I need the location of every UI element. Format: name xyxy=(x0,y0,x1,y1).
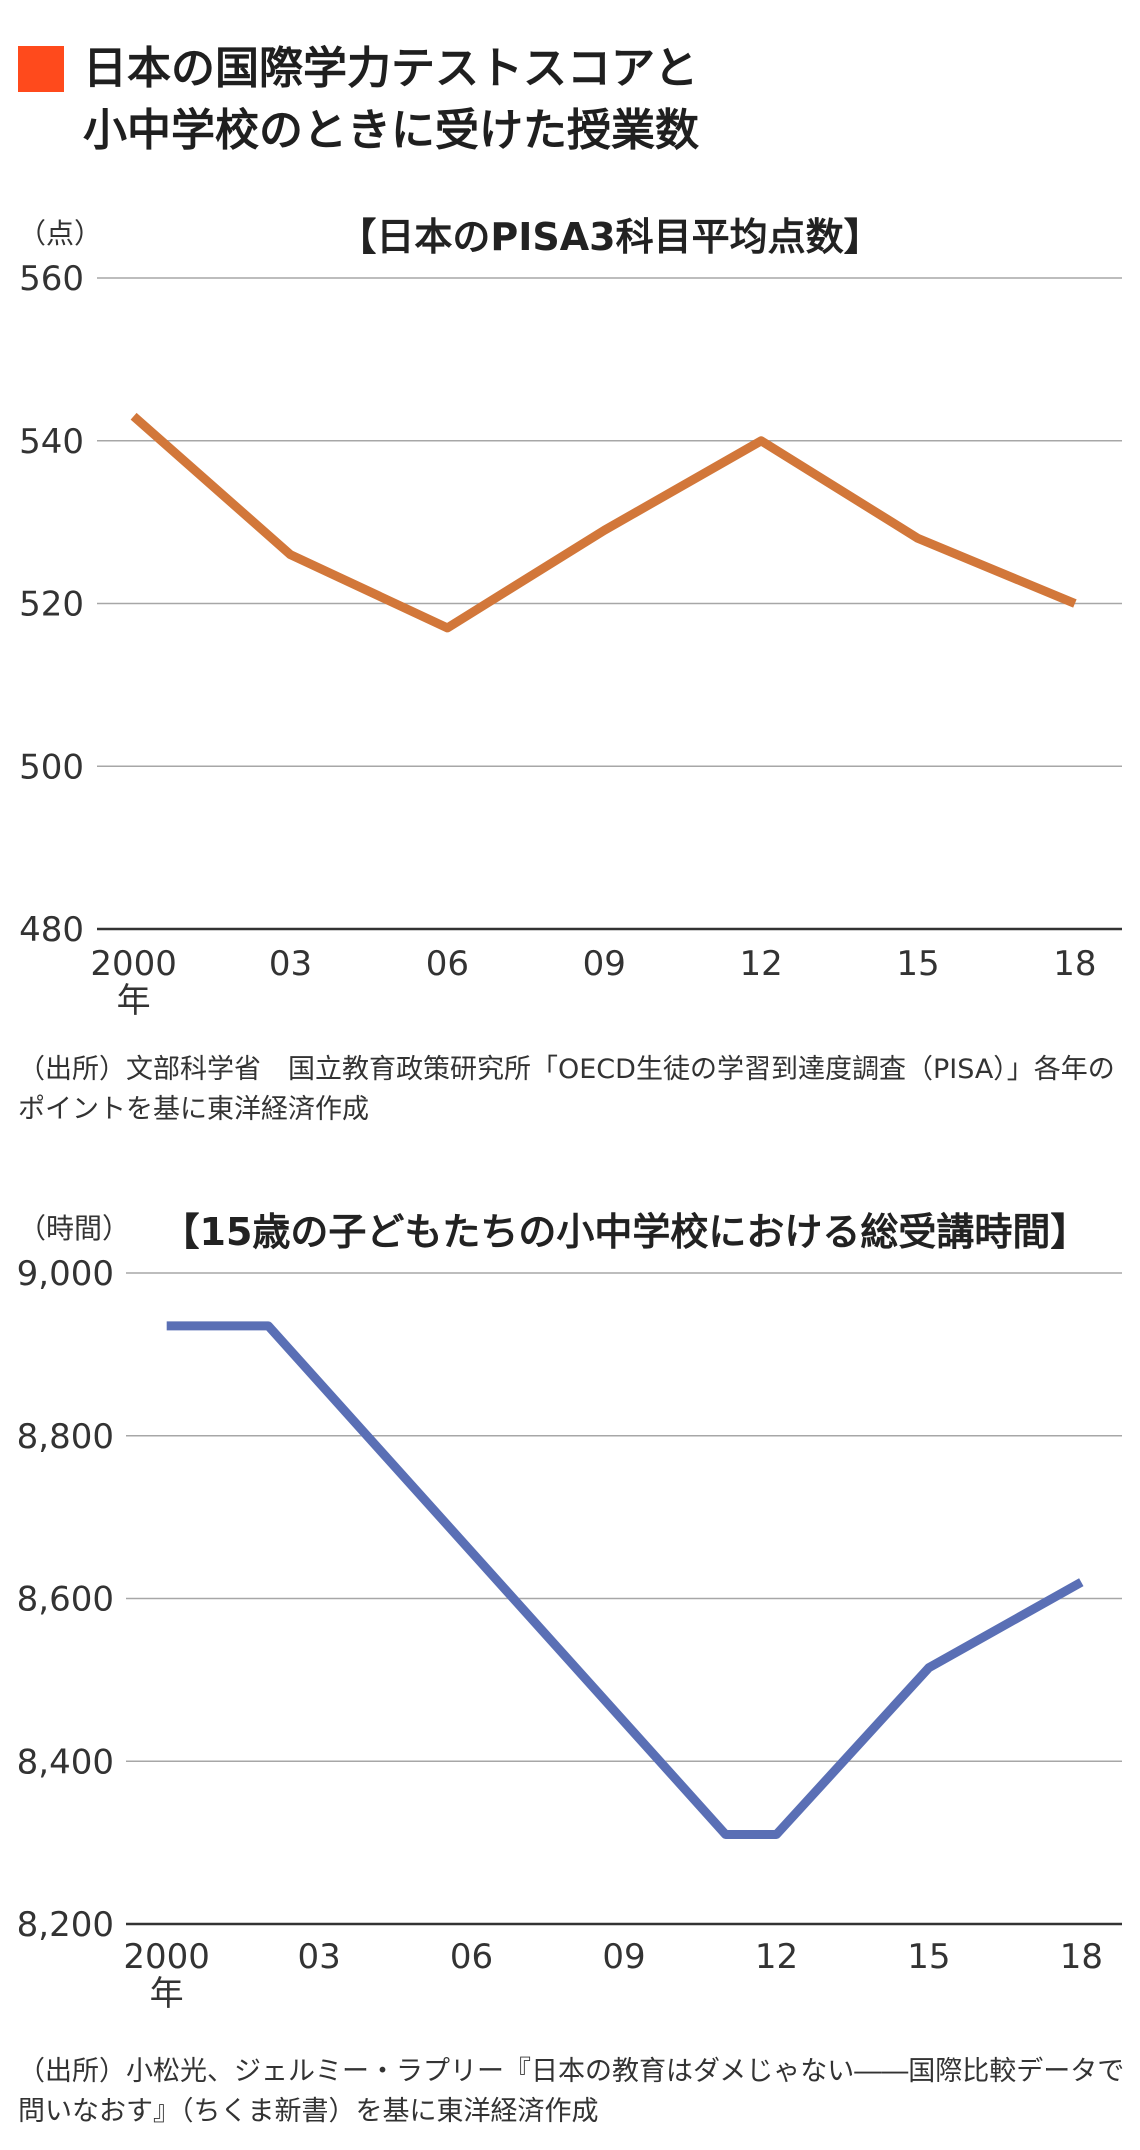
y-tick-label: 9,000 xyxy=(17,1254,114,1294)
page-title: 日本の国際学力テストスコアと 小中学校のときに受けた授業数 xyxy=(83,38,983,162)
x-tick-label: 15 xyxy=(907,1937,950,1977)
x-year-label: 年 xyxy=(150,1974,184,2014)
series-line xyxy=(166,1321,1084,1839)
x-tick-label: 03 xyxy=(269,944,312,984)
y-tick-label: 540 xyxy=(19,422,84,462)
x-tick-label: 09 xyxy=(583,944,626,984)
y-tick-label: 8,400 xyxy=(17,1742,114,1782)
y-unit-label: （点） xyxy=(18,217,102,250)
page-title-line-2: 小中学校のときに受けた授業数 xyxy=(83,105,699,156)
instruction-hours-chart: （時間） 【15歳の子どもたちの小中学校における総受講時間】 8,200 8,40… xyxy=(17,1210,1122,2014)
chart-title: 【15歳の子どもたちの小中学校における総受講時間】 xyxy=(162,1210,1089,1254)
x-year-label: 年 xyxy=(117,981,151,1021)
y-tick-label: 8,200 xyxy=(17,1905,114,1945)
y-tick-label: 480 xyxy=(19,910,84,950)
x-tick-label: 18 xyxy=(1060,1937,1103,1977)
hours-source-note: （出所）小松光、ジェルミー・ラプリー『日本の教育はダメじゃない――国際比較データ… xyxy=(18,2056,1125,2127)
y-unit-label: （時間） xyxy=(18,1212,130,1245)
title-accent-square xyxy=(18,46,64,92)
x-tick-label: 03 xyxy=(297,1937,340,1977)
x-tick-label: 12 xyxy=(740,944,783,984)
x-tick-label: 18 xyxy=(1053,944,1096,984)
y-tick-label: 8,600 xyxy=(17,1580,114,1620)
y-tick-label: 500 xyxy=(19,747,84,787)
x-tick-label: 2000 xyxy=(90,944,177,984)
page-title-line-1: 日本の国際学力テストスコアと xyxy=(83,43,699,94)
y-tick-label: 520 xyxy=(19,585,84,625)
y-tick-label: 8,800 xyxy=(17,1417,114,1457)
y-tick-label: 560 xyxy=(19,259,84,299)
x-tick-label: 15 xyxy=(896,944,939,984)
x-tick-label: 12 xyxy=(755,1937,798,1977)
pisa-source-note: （出所）文部科学省 国立教育政策研究所「OECD生徒の学習到達度調査（PISA）… xyxy=(18,1054,1115,1125)
x-tick-label: 06 xyxy=(450,1937,493,1977)
x-tick-label: 06 xyxy=(426,944,469,984)
chart-title: 【日本のPISA3科目平均点数】 xyxy=(338,215,881,259)
x-tick-label: 2000 xyxy=(123,1937,210,1977)
pisa-score-chart: （点） 【日本のPISA3科目平均点数】 480 500 520 540 560 200… xyxy=(18,215,1122,1021)
x-tick-label: 09 xyxy=(602,1937,645,1977)
